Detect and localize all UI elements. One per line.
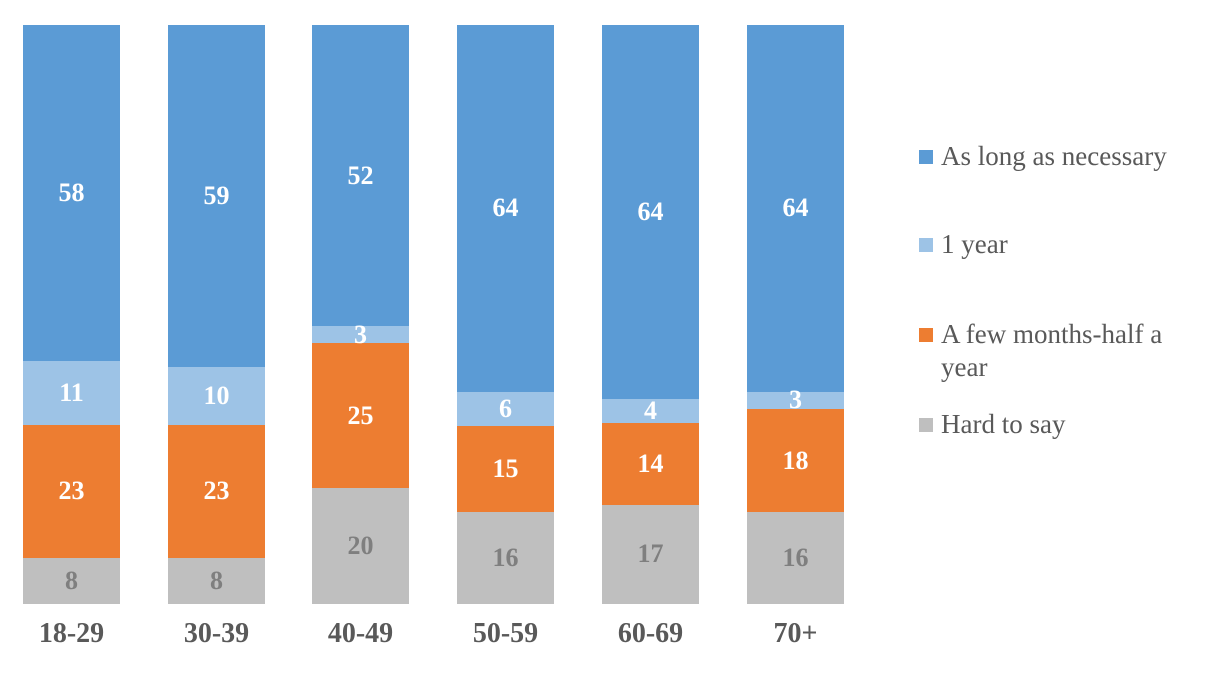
legend-item: 1 year (919, 228, 1199, 261)
bar-segment-label: 17 (637, 539, 664, 569)
bar-segment: 14 (602, 422, 699, 505)
legend-item-label: Hard to say (941, 409, 1066, 439)
category-label: 40-49 (327, 618, 394, 649)
category-label: 30-39 (183, 618, 250, 649)
bar-segment: 23 (168, 424, 265, 558)
legend-item: A few months-half a year (919, 318, 1199, 384)
bar-segment-label: 52 (347, 160, 374, 190)
bar-segment-label: 64 (492, 193, 519, 223)
bar-segment-label: 4 (644, 395, 657, 425)
bar-segment-label: 15 (492, 454, 519, 484)
bar-segment-label: 8 (65, 565, 78, 595)
bar-column: 64 6 15 16 50-59 (457, 25, 554, 649)
bar-segment: 11 (23, 360, 120, 425)
bar-segment-label: 20 (347, 531, 374, 561)
category-label: 60-69 (617, 618, 684, 649)
category-label: 50-59 (472, 618, 539, 649)
bar-segment: 64 (457, 25, 554, 392)
bar-segment-label: 25 (347, 400, 374, 430)
legend-swatch-icon (919, 150, 933, 164)
bar-segment: 52 (312, 25, 409, 327)
bar-segment: 10 (168, 366, 265, 425)
bar-segment: 15 (457, 426, 554, 513)
bar-segment: 16 (457, 512, 554, 604)
bar-segment-label: 6 (499, 394, 512, 424)
bar-segment-label: 58 (58, 177, 85, 207)
legend-swatch-icon (919, 328, 933, 342)
bar-segment: 20 (312, 488, 409, 604)
bar-segment: 59 (168, 25, 265, 367)
bar-segment: 64 (747, 25, 844, 392)
bar-segment: 58 (23, 25, 120, 361)
legend-item-label: As long as necessary (941, 141, 1167, 171)
bar-segment-label: 3 (789, 385, 802, 415)
legend-item: As long as necessary (919, 140, 1199, 173)
bar-segment: 4 (602, 395, 699, 425)
bar-segment: 23 (23, 424, 120, 558)
bar-segment: 8 (168, 557, 265, 604)
bar-segment-label: 64 (637, 197, 664, 227)
bar-segment: 17 (602, 504, 699, 604)
bar-segment: 18 (747, 409, 844, 513)
bar-segment-label: 10 (203, 380, 230, 410)
legend: As long as necessary 1 year A few months-h… (919, 0, 1199, 682)
bar-segment-label: 23 (203, 476, 230, 506)
bar-segment-label: 8 (210, 565, 223, 595)
category-label: 18-29 (38, 618, 105, 649)
plot-area: 58 11 23 8 18-29 59 10 23 8 30-39 52 3 25 20 40-49 64 6 1… (23, 25, 845, 649)
bar-column: 64 3 18 16 70+ (747, 25, 844, 649)
bar-segment: 64 (602, 25, 699, 400)
bar-segment-label: 11 (59, 377, 84, 407)
legend-item: Hard to say (919, 408, 1199, 441)
bar-segment-label: 3 (354, 319, 367, 349)
legend-swatch-icon (919, 418, 933, 432)
bar-column: 52 3 25 20 40-49 (312, 25, 409, 649)
bar-segment-label: 16 (492, 543, 519, 573)
bar-segment: 8 (23, 557, 120, 604)
category-label: 70+ (773, 618, 818, 649)
bar-segment: 3 (747, 387, 844, 413)
legend-item-label: 1 year (941, 229, 1008, 259)
bar-column: 64 4 14 17 60-69 (602, 25, 699, 649)
legend-item-label: A few months-half a year (941, 319, 1163, 382)
bar-segment: 25 (312, 343, 409, 489)
bar-segment-label: 14 (637, 448, 664, 478)
legend-swatch-icon (919, 238, 933, 252)
bar-segment-label: 18 (782, 445, 809, 475)
bar-segment: 3 (312, 321, 409, 347)
bar-segment-label: 23 (58, 476, 85, 506)
bar-column: 58 11 23 8 18-29 (23, 25, 120, 649)
bar-segment-label: 64 (782, 193, 809, 223)
bar-segment-label: 59 (203, 180, 230, 210)
bar-column: 59 10 23 8 30-39 (168, 25, 265, 649)
bar-segment-label: 16 (782, 543, 809, 573)
bar-segment: 6 (457, 391, 554, 427)
bar-segment: 16 (747, 512, 844, 604)
